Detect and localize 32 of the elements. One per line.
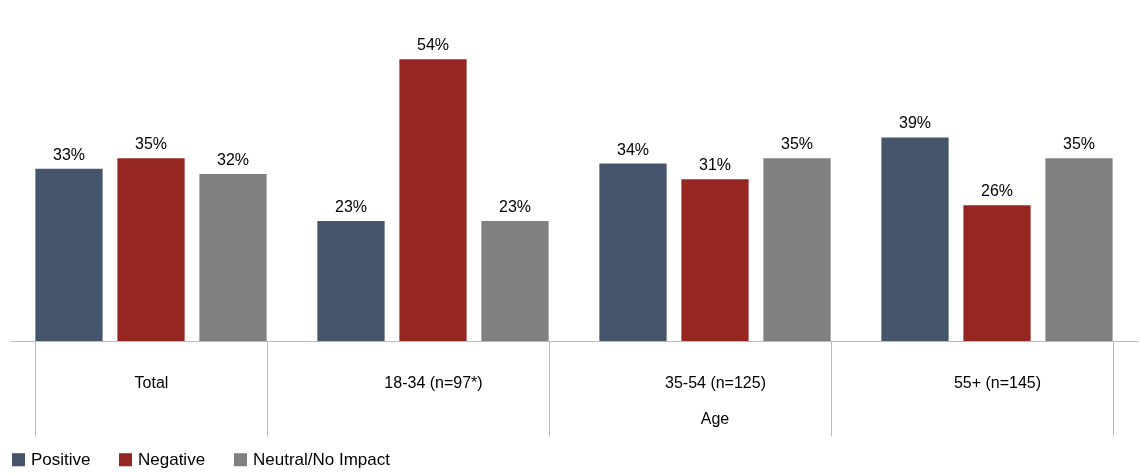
bar: [481, 220, 549, 341]
legend-label: Neutral/No Impact: [253, 449, 391, 469]
legend-label: Positive: [31, 449, 91, 469]
bar: [317, 220, 385, 341]
text: Age: [700, 410, 730, 427]
data-label: 33%: [52, 145, 86, 163]
x-tick-label: Total: [134, 373, 169, 391]
bar: [681, 179, 749, 341]
bar: [963, 205, 1031, 341]
bar: [599, 163, 667, 341]
data-label: 31%: [698, 156, 732, 174]
bar: [1045, 158, 1113, 341]
bar: [399, 59, 467, 341]
data-label: 35%: [780, 135, 814, 153]
data-label: 34%: [616, 140, 650, 158]
data-label: 26%: [980, 182, 1014, 200]
data-label: 35%: [1062, 135, 1096, 153]
x-tick-label: 55+ (n=145): [953, 373, 1042, 391]
bar: [199, 174, 267, 341]
x-tick-label: 18-34 (n=97*): [384, 373, 483, 391]
data-label: 32%: [216, 151, 250, 169]
bar: [763, 158, 831, 341]
x-tick-label: 35-54 (n=125): [665, 373, 766, 391]
bar: [117, 158, 185, 341]
legend-label: Negative: [138, 449, 206, 469]
bar: [35, 168, 103, 341]
data-label: 39%: [898, 114, 932, 132]
data-label: 35%: [134, 135, 168, 153]
data-label: 54%: [416, 36, 450, 54]
bar: [881, 137, 949, 341]
data-label: 23%: [498, 197, 532, 215]
data-label: 23%: [334, 197, 368, 215]
